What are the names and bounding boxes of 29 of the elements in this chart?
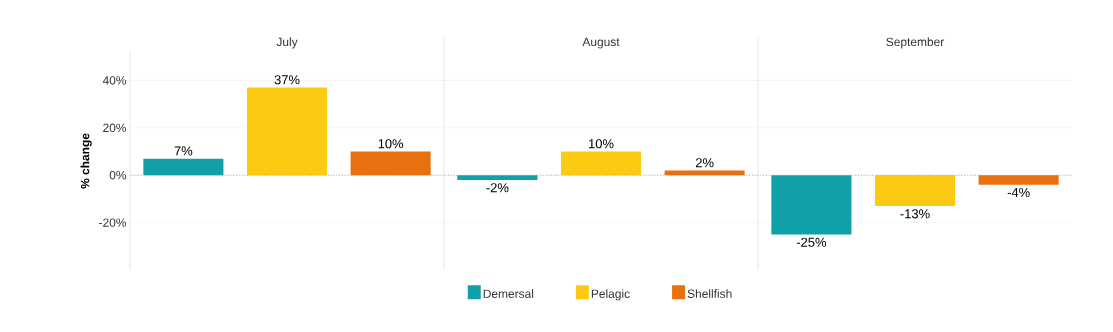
data-label: -2% xyxy=(486,183,509,193)
y-axis-title: % change xyxy=(80,133,92,189)
data-label: -13% xyxy=(900,209,930,219)
bar xyxy=(246,87,328,176)
legend-label: Demersal xyxy=(483,289,534,298)
x-tick-label: September xyxy=(886,37,945,49)
y-tick-label: 0% xyxy=(109,170,127,180)
data-label: -25% xyxy=(796,237,827,247)
x-tick-label: August xyxy=(582,37,620,49)
data-label: 10% xyxy=(378,139,404,149)
bar xyxy=(978,175,1059,185)
y-tick-label: 40% xyxy=(102,76,127,85)
y-tick-label: 20% xyxy=(103,123,127,133)
bar xyxy=(560,151,642,176)
bar xyxy=(350,151,431,176)
legend-label: Shellfish xyxy=(687,289,732,298)
data-label: -4% xyxy=(1007,187,1030,197)
bar xyxy=(143,158,224,176)
x-tick-label: July xyxy=(276,37,298,49)
bar xyxy=(771,175,852,235)
bar xyxy=(874,175,956,207)
data-label: 2% xyxy=(695,158,714,168)
data-label: 10% xyxy=(589,139,614,149)
data-label: 7% xyxy=(174,146,193,156)
data-label: 37% xyxy=(274,75,300,85)
legend-label: Pelagic xyxy=(591,289,630,301)
bar xyxy=(457,175,538,180)
bar xyxy=(664,170,745,176)
y-tick-label: -20% xyxy=(99,218,127,227)
